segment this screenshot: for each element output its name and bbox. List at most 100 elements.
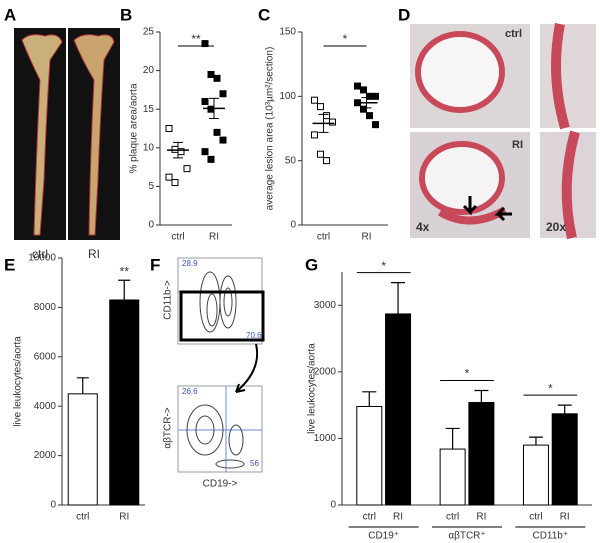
- y-axis-label: average lesion area (10³µm²/section): [265, 47, 276, 211]
- bar: [109, 299, 140, 506]
- panel-label: C: [258, 5, 270, 24]
- y-tick-label: 10: [143, 142, 155, 153]
- data-point: [207, 70, 215, 78]
- y-tick-label: 25: [143, 27, 155, 38]
- data-point: [372, 121, 379, 129]
- y-tick-label: 1000: [314, 433, 337, 444]
- error-bar: [445, 427, 460, 450]
- data-point: [360, 86, 367, 94]
- y-tick-label: 15: [143, 104, 155, 115]
- x-tick-label: RI: [560, 512, 570, 523]
- y-tick-label: 50: [285, 155, 297, 166]
- bar: [439, 448, 466, 506]
- y-tick-label: 4000: [34, 401, 57, 412]
- y-axis-label: % plaque area/aorta: [129, 83, 140, 174]
- data-point: [311, 131, 318, 139]
- x-tick-label: ctrl: [317, 232, 330, 243]
- significance-label: *: [548, 381, 553, 395]
- bar: [67, 393, 98, 506]
- significance-label: **: [120, 264, 130, 278]
- x-tick-label: RI: [393, 512, 403, 523]
- flow-plots: 28.9 70.6 26.6 56 CD11b-> αβTCR-> CD19->: [163, 257, 265, 490]
- histology-label: 4x: [416, 220, 430, 234]
- y-tick-label: 6000: [34, 351, 57, 362]
- data-point: [323, 112, 330, 120]
- error-bar: [118, 279, 131, 300]
- x-tick-label: ctrl: [446, 512, 459, 523]
- flow-axis-label: CD11b->: [163, 280, 174, 320]
- data-point: [201, 40, 209, 48]
- data-point: [201, 148, 209, 156]
- data-point: [207, 105, 215, 113]
- bar: [385, 313, 412, 506]
- y-tick-label: 2000: [314, 366, 337, 377]
- x-tick-label: ctrl: [529, 512, 542, 523]
- bar: [522, 444, 549, 506]
- data-point: [360, 105, 367, 113]
- data-point: [366, 92, 373, 100]
- error-bar: [318, 113, 329, 133]
- photo-label: ctrl: [32, 247, 48, 261]
- bar: [356, 405, 383, 506]
- data-point: [329, 118, 336, 126]
- data-point: [323, 157, 330, 165]
- y-tick-label: 5: [148, 181, 154, 192]
- data-point: [165, 125, 173, 132]
- error-bar: [362, 391, 377, 407]
- data-point: [311, 96, 318, 104]
- x-tick-label: ctrl: [76, 512, 89, 523]
- histology-label: 20x: [546, 220, 566, 234]
- data-point: [219, 90, 227, 98]
- data-point: [213, 128, 221, 136]
- x-tick-label: RI: [476, 512, 486, 523]
- error-bar: [173, 141, 183, 159]
- group-label: CD19⁺: [368, 531, 399, 542]
- data-point: [165, 173, 173, 181]
- panel-label: F: [150, 255, 160, 274]
- y-tick-label: 10000: [28, 253, 56, 264]
- error-bar: [76, 377, 89, 394]
- data-point: [207, 155, 215, 163]
- significance-label: *: [465, 367, 470, 381]
- data-point: [201, 97, 209, 105]
- x-tick-label: RI: [209, 232, 219, 243]
- y-tick-label: 20: [143, 65, 155, 76]
- significance-label: **: [191, 32, 201, 46]
- data-point: [171, 145, 179, 153]
- bar: [551, 413, 578, 506]
- group-label: αβTCR⁺: [448, 531, 485, 542]
- x-tick-label: RI: [362, 232, 372, 243]
- data-point: [372, 92, 379, 100]
- error-bar: [557, 404, 572, 414]
- error-bar: [361, 97, 372, 109]
- gate-value: 70.6: [246, 331, 262, 340]
- y-tick-label: 2000: [34, 450, 57, 461]
- y-tick-label: 0: [330, 500, 336, 511]
- x-tick-label: RI: [119, 512, 129, 523]
- x-tick-label: ctrl: [363, 512, 376, 523]
- panel-label: B: [120, 5, 132, 24]
- y-tick-label: 3000: [314, 300, 337, 311]
- gate-value: 56: [250, 459, 259, 468]
- aorta-photo: ctrl RI: [14, 28, 120, 261]
- flow-axis-label: CD19->: [203, 479, 238, 490]
- data-point: [213, 74, 221, 82]
- flow-axis-label: αβTCR->: [163, 407, 174, 448]
- y-tick-label: 100: [279, 91, 296, 102]
- y-axis-label: live leukocytes/aorta: [13, 336, 24, 427]
- significance-label: *: [381, 259, 386, 273]
- panel-label: E: [4, 255, 15, 274]
- gate-value: 26.6: [182, 387, 198, 396]
- data-point: [366, 112, 373, 120]
- y-tick-label: 0: [148, 220, 154, 231]
- y-tick-label: 8000: [34, 302, 57, 313]
- panel-label: G: [305, 255, 318, 274]
- error-bar: [391, 282, 406, 314]
- data-point: [171, 179, 179, 187]
- x-tick-label: ctrl: [171, 232, 184, 243]
- panel-label: A: [4, 5, 16, 24]
- data-point: [219, 136, 227, 144]
- data-point: [317, 150, 324, 158]
- panel-label: D: [398, 5, 410, 24]
- y-axis-label: live leukocytes/aorta: [307, 343, 318, 434]
